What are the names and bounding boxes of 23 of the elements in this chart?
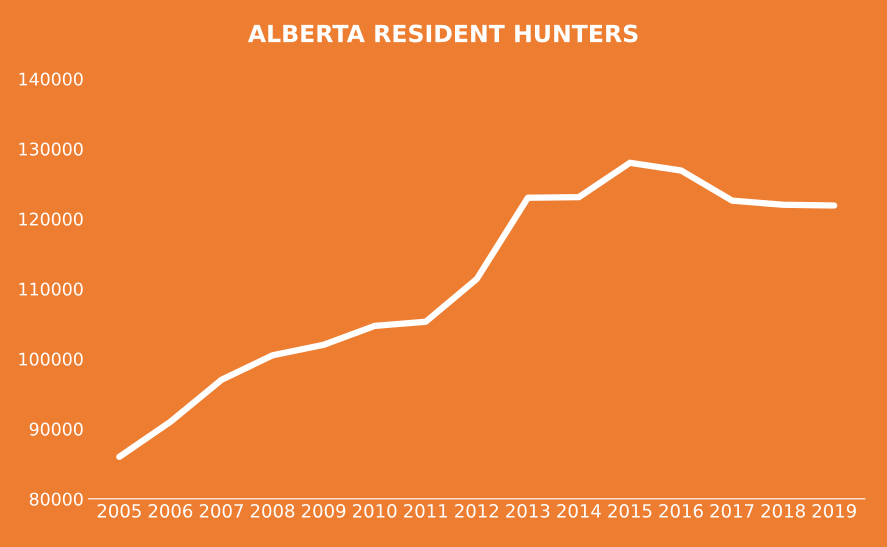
- y-tick-label: 130000: [19, 142, 83, 156]
- x-tick-label: 2019: [812, 504, 856, 518]
- y-tick-label: 80000: [30, 492, 83, 506]
- x-tick-label: 2016: [659, 504, 703, 518]
- x-tick-label: 2006: [148, 504, 192, 518]
- y-tick-label: 90000: [30, 422, 83, 436]
- x-tick-label: 2007: [200, 504, 243, 518]
- x-tick-label: 2008: [250, 504, 294, 518]
- x-tick-label: 2018: [761, 504, 805, 518]
- x-tick-label: 2017: [710, 504, 754, 518]
- x-tick-label: 2009: [302, 504, 346, 518]
- y-tick-label: 110000: [19, 282, 83, 296]
- chart-title: ALBERTA RESIDENT HUNTERS: [248, 24, 638, 42]
- y-tick-label: 120000: [19, 212, 83, 226]
- x-tick-label: 2013: [506, 504, 550, 518]
- y-tick-label: 140000: [19, 72, 83, 86]
- x-tick-label: 2012: [455, 504, 498, 518]
- x-tick-label: 2010: [352, 504, 396, 518]
- y-tick-label: 100000: [19, 352, 83, 366]
- x-tick-label: 2015: [608, 504, 652, 518]
- x-tick-label: 2005: [98, 504, 141, 518]
- x-tick-label: 2014: [557, 504, 601, 518]
- x-tick-label: 2011: [404, 504, 448, 518]
